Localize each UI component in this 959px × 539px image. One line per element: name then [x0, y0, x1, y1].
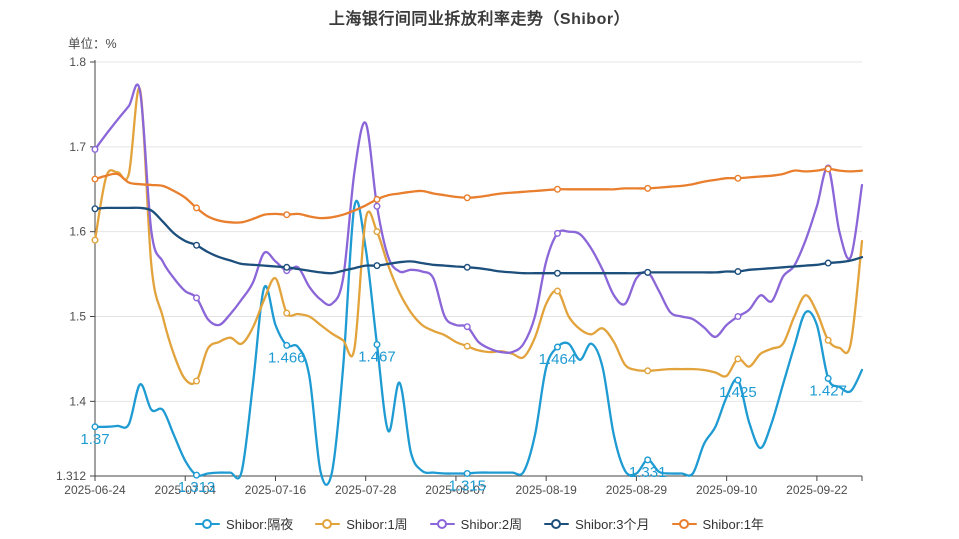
data-point-marker — [91, 145, 99, 153]
legend-item-Shibor:1周[interactable]: Shibor:1周 — [315, 514, 408, 533]
data-point-marker — [373, 195, 381, 203]
data-point-marker — [553, 343, 561, 351]
legend-line-circle-icon — [671, 518, 697, 529]
x-axis-tick-label: 2025-09-22 — [786, 483, 848, 497]
data-point-marker — [373, 228, 381, 236]
data-point-marker — [193, 241, 201, 249]
data-point-marker — [283, 341, 291, 349]
legend-item-label: Shibor:1年 — [702, 517, 764, 532]
data-point-marker — [193, 377, 201, 385]
data-point-label: 1.427 — [809, 382, 847, 399]
legend-item-label: Shibor:3个月 — [575, 517, 650, 532]
data-point-marker — [734, 268, 742, 276]
x-axis-tick-label: 2025-07-16 — [245, 483, 307, 497]
legend-line-circle-icon — [195, 518, 221, 529]
data-point-marker — [734, 313, 742, 321]
legend-item-Shibor:2周[interactable]: Shibor:2周 — [429, 514, 523, 533]
data-point-marker — [91, 423, 99, 431]
data-point-marker — [463, 469, 471, 477]
data-point-marker — [734, 174, 742, 182]
data-point-marker — [283, 309, 291, 317]
y-axis-tick-label: 1.6 — [69, 225, 86, 239]
data-point-marker — [193, 294, 201, 302]
legend-item-label: Shibor:1周 — [346, 517, 408, 532]
chart-title: 上海银行间同业拆放利率走势（Shibor） — [328, 11, 631, 28]
legend-item-Shibor:3个月[interactable]: Shibor:3个月 — [544, 514, 650, 533]
x-axis-tick-label: 2025-08-19 — [515, 483, 577, 497]
data-point-marker — [463, 342, 471, 350]
data-point-marker — [553, 229, 561, 237]
y-axis-tick-label: 1.8 — [69, 55, 86, 69]
x-axis-tick-label: 2025-06-24 — [64, 483, 126, 497]
data-point-marker — [463, 194, 471, 202]
data-point-label: 1.37 — [80, 431, 109, 448]
legend-item-label: Shibor:隔夜 — [226, 517, 294, 532]
data-point-label: 1.313 — [178, 479, 216, 496]
data-point-label: 1.464 — [539, 351, 577, 368]
data-point-marker — [553, 185, 561, 193]
data-point-marker — [91, 175, 99, 183]
data-point-marker — [824, 165, 832, 173]
data-point-marker — [824, 259, 832, 267]
data-point-marker — [644, 456, 652, 464]
data-point-label: 1.466 — [268, 349, 306, 366]
legend-item-Shibor:1年[interactable]: Shibor:1年 — [671, 514, 764, 533]
data-point-label: 1.331 — [629, 464, 667, 481]
legend-line-circle-icon — [544, 518, 570, 529]
data-point-marker — [463, 263, 471, 271]
y-axis-tick-label: 1.7 — [69, 140, 86, 154]
series-line-Shibor:1周 — [93, 87, 864, 386]
y-axis-tick-label: 1.4 — [69, 394, 86, 408]
data-point-label: 1.425 — [719, 384, 757, 401]
x-axis-tick-label: 2025-07-04 — [155, 483, 217, 497]
data-point-marker — [734, 376, 742, 384]
y-axis-tick-label: 1.312 — [56, 469, 86, 483]
y-axis-unit-label: 单位：% — [68, 37, 117, 51]
legend-item-Shibor:隔夜[interactable]: Shibor:隔夜 — [195, 514, 293, 533]
data-point-marker — [373, 341, 381, 349]
data-point-marker — [193, 204, 201, 212]
data-point-label: 1.467 — [358, 349, 396, 366]
series-line-Shibor:2周 — [93, 83, 864, 355]
data-point-marker — [193, 471, 201, 479]
data-point-marker — [91, 236, 99, 244]
data-point-marker — [644, 367, 652, 375]
data-point-marker — [373, 262, 381, 270]
data-point-marker — [734, 355, 742, 363]
x-axis-tick-label: 2025-09-10 — [696, 483, 758, 497]
x-axis-tick-label: 2025-08-07 — [425, 483, 487, 497]
chart-plot-area[interactable] — [95, 62, 862, 476]
data-point-marker — [373, 202, 381, 210]
data-point-marker — [644, 268, 652, 276]
data-point-marker — [463, 323, 471, 331]
data-point-marker — [283, 263, 291, 271]
data-point-marker — [91, 205, 99, 213]
data-point-marker — [553, 287, 561, 295]
legend-line-circle-icon — [315, 518, 341, 529]
chart-legend: Shibor:隔夜 Shibor:1周 Shibor:2周 Shibor:3个月 Shi… — [0, 514, 959, 533]
data-point-label: 1.315 — [448, 477, 486, 494]
y-axis-tick-label: 1.5 — [69, 310, 86, 324]
x-axis-tick-label: 2025-07-28 — [335, 483, 397, 497]
data-point-marker — [644, 184, 652, 192]
legend-item-label: Shibor:2周 — [460, 517, 523, 532]
data-point-marker — [553, 269, 561, 277]
legend-line-circle-icon — [429, 518, 455, 529]
data-point-marker — [824, 374, 832, 382]
data-point-marker — [824, 336, 832, 344]
data-point-marker — [283, 211, 291, 219]
x-axis-tick-label: 2025-08-29 — [606, 483, 668, 497]
